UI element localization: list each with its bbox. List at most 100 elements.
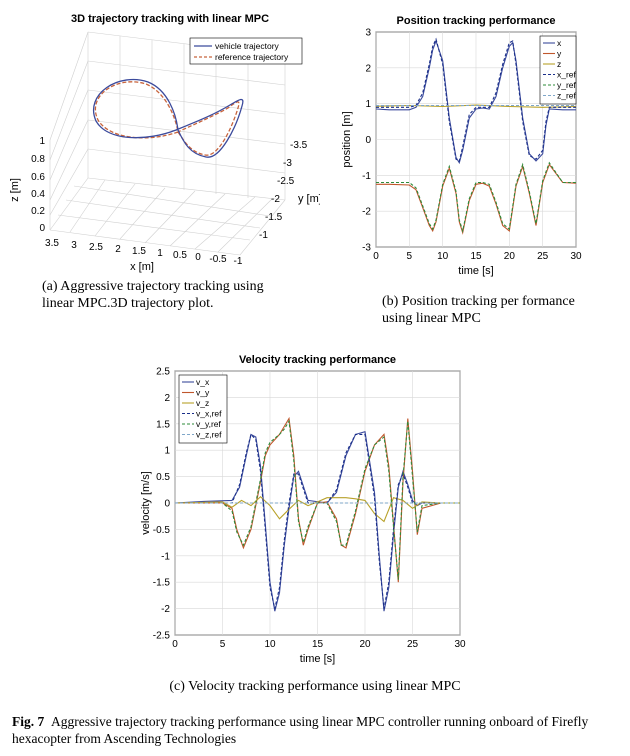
figure-caption-label: Fig. 7 [12, 714, 45, 729]
svg-text:0: 0 [39, 223, 45, 234]
reference-trajectory-3d [95, 81, 240, 156]
svg-text:0: 0 [195, 252, 201, 263]
position-legend-entry: x [557, 38, 562, 48]
svg-text:-3.5: -3.5 [290, 140, 308, 151]
position-y-tick: 0 [365, 135, 371, 146]
panel-a-y-label: y [m] [298, 193, 320, 205]
caption-b-line1: (b) Position tracking per formance [382, 294, 575, 309]
position-x-tick: 0 [373, 251, 379, 262]
position-legend-entry: z_ref [557, 91, 577, 101]
position-x-tick: 20 [504, 251, 516, 262]
caption-a-line1: (a) Aggressive trajectory tracking using [42, 279, 264, 294]
velocity-y-tick: -2.5 [153, 631, 171, 642]
position-series-x-ref [376, 37, 576, 162]
velocity-y-tick: 0.5 [156, 472, 170, 483]
3d-box-grid [49, 31, 286, 256]
svg-text:2.5: 2.5 [89, 242, 103, 253]
velocity-y-tick: 2 [164, 393, 170, 404]
position-y-tick: -2 [362, 207, 371, 218]
panel-a-x-label: x [m] [130, 261, 154, 273]
position-y-tick: 1 [365, 99, 371, 110]
svg-text:-0.5: -0.5 [209, 254, 227, 265]
panel-a-y-ticks: -3.5 -3 -2.5 -2 -1.5 -1 [259, 140, 308, 241]
position-y-tick: -3 [362, 243, 371, 254]
svg-text:0.2: 0.2 [31, 206, 45, 217]
position-legend-entry: y_ref [557, 80, 577, 90]
svg-text:-1.5: -1.5 [265, 212, 283, 223]
velocity-x-tick: 20 [359, 639, 371, 650]
velocity-y-tick: -1 [161, 551, 170, 562]
velocity-y-tick: 2.5 [156, 367, 170, 378]
velocity-series-v-z [174, 495, 460, 523]
position-x-tick: 10 [437, 251, 449, 262]
vehicle-trajectory-3d [93, 78, 244, 158]
velocity-x-tick: 15 [312, 639, 324, 650]
velocity-legend-entry: v_z [196, 398, 209, 408]
svg-text:-2: -2 [271, 194, 280, 205]
position-x-tick: 25 [537, 251, 549, 262]
panel-a-z-ticks: 1 0.8 0.6 0.4 0.2 0 [31, 136, 45, 234]
svg-text:1: 1 [39, 136, 45, 147]
svg-text:0.5: 0.5 [173, 250, 187, 261]
figure-caption: Fig. 7 Aggressive trajectory tracking pe… [12, 713, 624, 747]
svg-text:3.5: 3.5 [45, 238, 59, 249]
position-x-tick: 30 [570, 251, 582, 262]
position-y-tick: -1 [362, 171, 371, 182]
position-y-tick: 2 [365, 63, 371, 74]
panel-a-z-label: z [m] [9, 178, 21, 202]
caption-b-line2: using linear MPC [382, 311, 481, 326]
svg-text:3: 3 [71, 240, 77, 251]
velocity-y-label: velocity [m/s] [140, 471, 152, 535]
svg-text:0.4: 0.4 [31, 189, 45, 200]
velocity-x-tick: 5 [220, 639, 226, 650]
svg-text:1.5: 1.5 [132, 246, 146, 257]
panel-a-title: 3D trajectory tracking with linear MPC [71, 13, 269, 25]
velocity-x-tick: 0 [172, 639, 178, 650]
panel-a-x-ticks: 3.5 3 2.5 2 1.5 1 0.5 0 -0.5 -1 [45, 238, 243, 267]
velocity-x-tick: 10 [264, 639, 276, 650]
panel-a-3d-plot: 3D trajectory tracking with linear MPC [9, 13, 320, 273]
velocity-y-tick: -1.5 [153, 578, 171, 589]
velocity-x-tick: 25 [407, 639, 419, 650]
position-y-label: position [m] [341, 111, 353, 167]
position-series-y [376, 163, 577, 235]
position-legend-entry: y [557, 49, 562, 59]
position-x-tick: 15 [470, 251, 482, 262]
legend-vehicle: vehicle trajectory [215, 41, 280, 51]
velocity-y-tick: -2 [161, 604, 170, 615]
velocity-y-tick: -0.5 [153, 525, 171, 536]
caption-a: (a) Aggressive trajectory tracking using… [42, 278, 322, 312]
position-legend-entry: x_ref [557, 70, 577, 80]
position-y-tick: 3 [365, 28, 371, 39]
velocity-x-tick: 30 [454, 639, 466, 650]
velocity-x-label: time [s] [300, 653, 335, 665]
svg-text:2: 2 [115, 244, 121, 255]
legend-reference: reference trajectory [215, 52, 289, 62]
position-x-label: time [s] [458, 265, 493, 277]
velocity-legend-entry: v_y [196, 388, 210, 398]
position-title: Position tracking performance [397, 15, 556, 27]
velocity-y-tick: 0 [164, 499, 170, 510]
svg-text:1: 1 [157, 248, 163, 259]
panel-a-legend: vehicle trajectory reference trajectory [189, 37, 303, 65]
position-legend-entry: z [557, 59, 561, 69]
caption-c: (c) Velocity tracking performance using … [169, 679, 461, 694]
velocity-y-tick: 1.5 [156, 419, 170, 430]
position-series-y-ref [376, 161, 576, 234]
position-series-x [375, 39, 576, 165]
position-x-tick: 5 [407, 251, 413, 262]
figure-caption-text: Aggressive trajectory tracking performan… [12, 714, 589, 746]
velocity-title: Velocity tracking performance [239, 354, 396, 366]
caption-a-line2: linear MPC.3D trajectory plot. [42, 296, 214, 311]
velocity-legend-entry: v_x,ref [196, 409, 222, 419]
velocity-legend-entry: v_x [196, 377, 210, 387]
svg-text:-1: -1 [234, 256, 243, 267]
svg-text:0.8: 0.8 [31, 154, 45, 165]
caption-b: (b) Position tracking per formance using… [382, 293, 622, 327]
svg-text:-2.5: -2.5 [277, 176, 295, 187]
svg-text:-1: -1 [259, 230, 268, 241]
